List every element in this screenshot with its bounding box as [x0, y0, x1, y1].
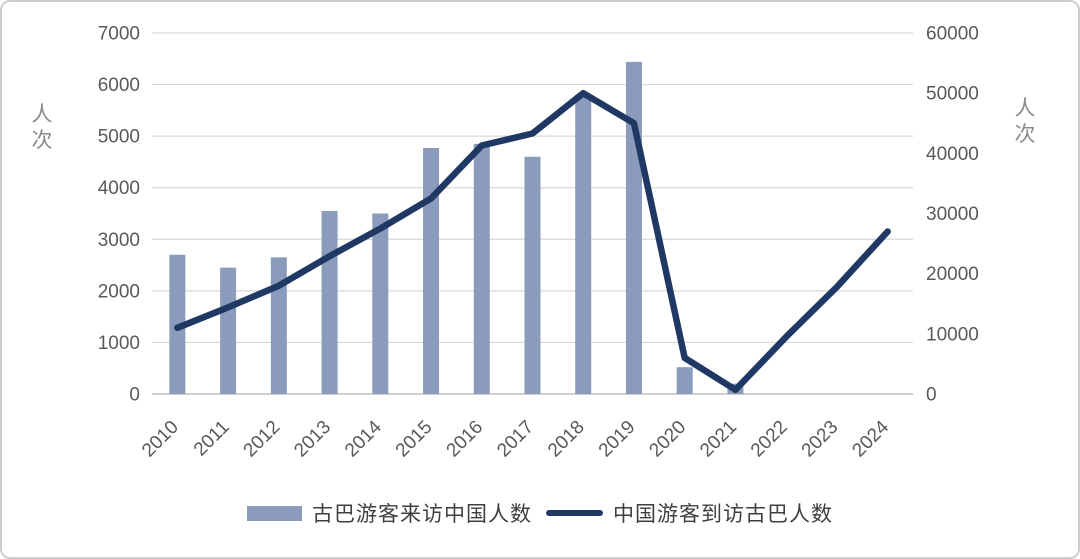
- x-axis-tick-label: 2012: [240, 417, 285, 462]
- right-axis-tick-label: 40000: [926, 144, 979, 165]
- x-axis-tick-label: 2014: [341, 416, 386, 461]
- x-axis-tick-label: 2020: [645, 417, 690, 462]
- x-axis-tick-label: 2019: [595, 417, 640, 462]
- x-axis-tick-label: 2013: [290, 417, 335, 462]
- left-axis-tick-label: 2000: [98, 281, 140, 302]
- bar-2017: [524, 156, 541, 394]
- x-axis-tick-label: 2017: [493, 417, 538, 462]
- right-axis-tick-label: 30000: [926, 204, 979, 225]
- right-axis-title: 人次: [1014, 97, 1036, 146]
- x-axis-tick-label: 2018: [544, 417, 589, 462]
- left-axis-tick-label: 3000: [98, 230, 140, 251]
- bar-2011: [220, 267, 237, 394]
- line-series-label: 中国游客到访古巴人数: [613, 503, 833, 526]
- bar-2018: [575, 94, 592, 394]
- bar-2013: [321, 210, 338, 394]
- left-axis-tick-label: 4000: [98, 178, 140, 199]
- left-axis-tick-label: 1000: [98, 333, 140, 354]
- right-axis-tick-label: 20000: [926, 264, 979, 285]
- x-axis-tick-label: 2024: [848, 416, 893, 461]
- trend-line: [174, 89, 891, 394]
- bar-2016: [473, 143, 490, 394]
- right-axis-tick-label: 0: [926, 385, 937, 406]
- bar-2012: [270, 257, 287, 394]
- x-axis-tick-label: 2022: [747, 417, 792, 462]
- x-axis-tick-label: 2015: [392, 417, 437, 462]
- left-axis-tick-label: 5000: [98, 127, 140, 148]
- x-axis-tick-label: 2011: [190, 417, 234, 461]
- x-axis-tick-label: 2023: [798, 417, 843, 462]
- bar-2019: [625, 61, 642, 394]
- legend-item-bar-series: 古巴游客来访中国人数: [247, 498, 532, 528]
- chart-legend: 古巴游客来访中国人数 中国游客到访古巴人数: [2, 498, 1078, 528]
- x-axis-tick-label: 2010: [138, 417, 183, 462]
- left-axis-tick-label: 6000: [98, 75, 140, 96]
- x-axis-tick-label: 2016: [443, 417, 488, 462]
- right-axis-tick-label: 50000: [926, 84, 979, 105]
- bar-2014: [372, 213, 389, 394]
- bar-series-label: 古巴游客来访中国人数: [312, 503, 532, 526]
- line-series-swatch: [546, 510, 603, 516]
- right-axis-tick-label: 10000: [926, 324, 979, 345]
- left-axis-tick-label: 0: [129, 385, 140, 406]
- right-axis-tick-label: 60000: [926, 24, 979, 45]
- bar-2015: [423, 148, 440, 394]
- left-axis-title: 人次: [31, 103, 53, 152]
- legend-item-line-series: 中国游客到访古巴人数: [546, 498, 833, 528]
- bar-series-swatch: [247, 505, 302, 521]
- left-axis-tick-label: 7000: [98, 24, 140, 45]
- bar-2020: [676, 367, 693, 394]
- x-axis-tick-label: 2021: [696, 417, 741, 462]
